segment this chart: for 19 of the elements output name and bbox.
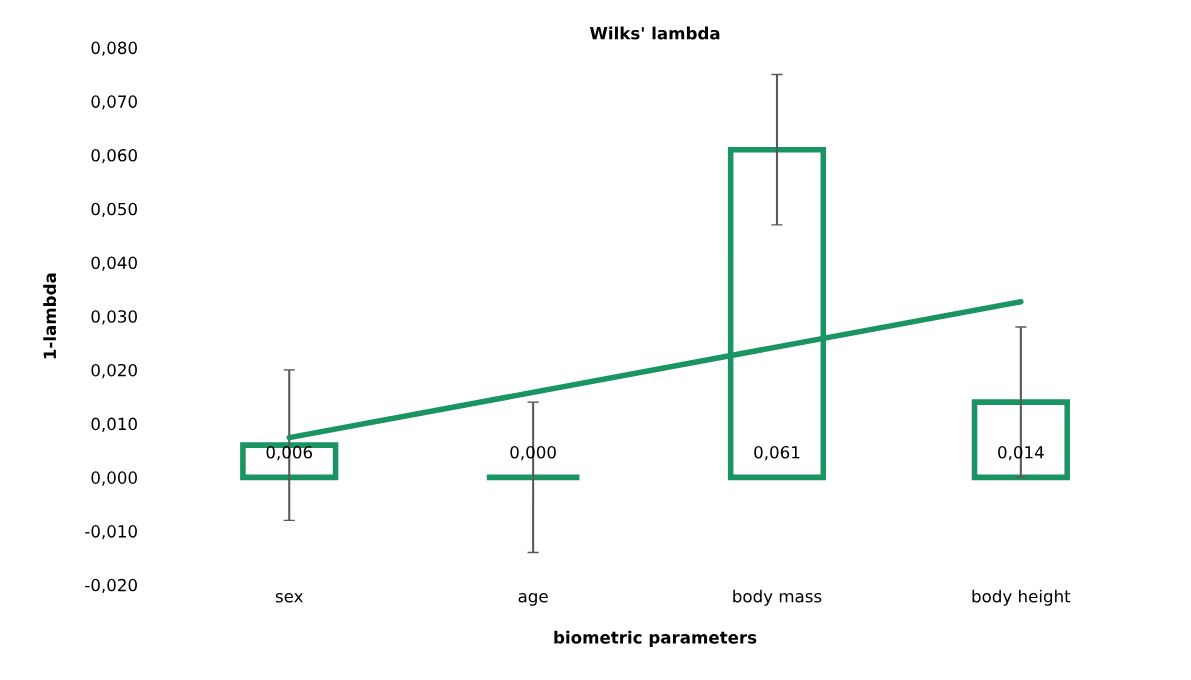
y-tick-label: 0,080 — [91, 41, 137, 56]
y-tick-label: 0,010 — [91, 417, 137, 432]
y-axis-title: 1-lambda — [43, 273, 57, 359]
data-label: 0,061 — [754, 445, 800, 461]
y-tick-label: 0,040 — [91, 256, 137, 271]
x-tick-label: sex — [275, 592, 303, 603]
y-tick-label: 0,030 — [91, 310, 137, 325]
chart-title: Wilks' lambda — [589, 26, 720, 40]
x-tick-label: body mass — [733, 589, 822, 606]
y-tick-label: -0,020 — [85, 578, 137, 594]
x-tick-label: body height — [972, 589, 1071, 606]
x-axis-title: biometric parameters — [554, 630, 757, 647]
y-tick-label: 0,060 — [91, 149, 137, 164]
y-tick-label: 0,050 — [91, 202, 137, 218]
y-tick-label: 0,070 — [91, 95, 137, 110]
y-tick-label: 0,000 — [91, 471, 137, 486]
y-tick-label: 0,020 — [91, 363, 137, 379]
x-tick-label: age — [518, 592, 548, 606]
y-tick-label: -0,010 — [85, 525, 137, 540]
